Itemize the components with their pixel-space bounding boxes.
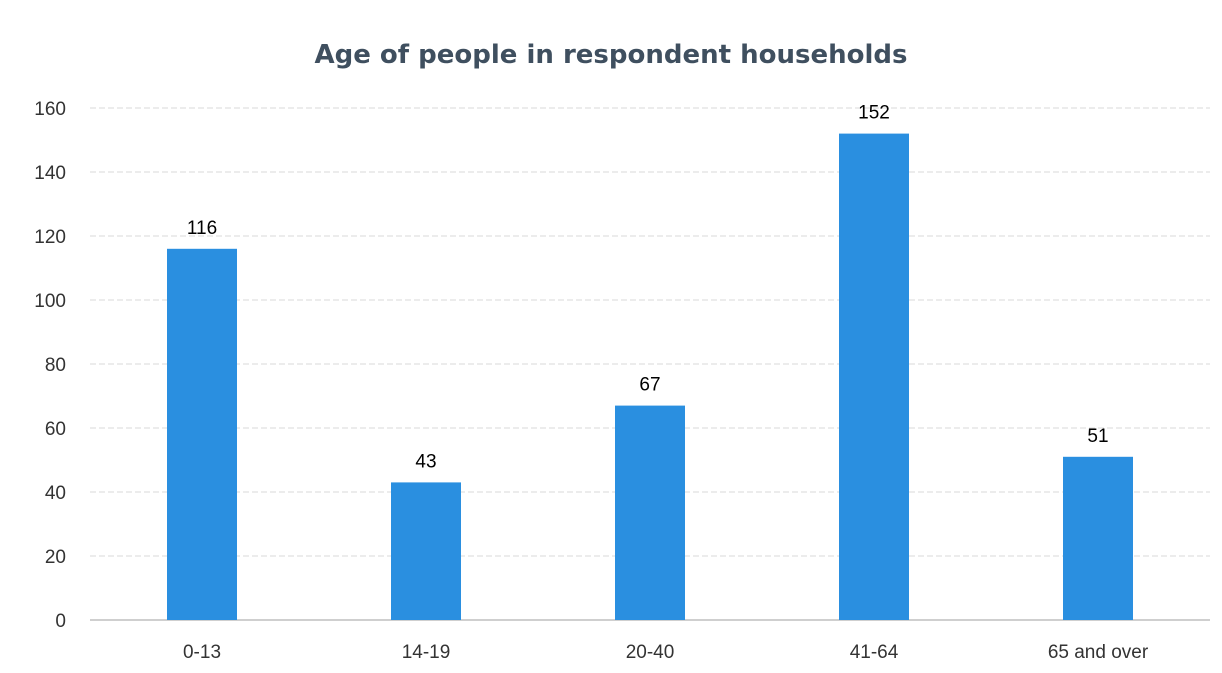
x-tick-label: 65 and over [1048,642,1149,663]
chart-title: Age of people in respondent households [314,40,908,70]
data-label: 67 [639,375,660,396]
y-tick-label: 20 [45,547,66,568]
data-label: 43 [415,451,436,472]
x-tick-label: 20-40 [626,642,675,663]
x-tick-label: 41-64 [850,642,899,663]
bar [615,405,685,620]
bar [1063,456,1133,620]
data-label: 152 [858,103,890,124]
x-tick-label: 14-19 [402,642,451,663]
bar [839,133,909,620]
data-label: 51 [1087,426,1108,447]
bar [391,482,461,620]
x-tick-label: 0-13 [183,642,221,663]
y-tick-label: 140 [34,163,66,184]
bar [167,248,237,621]
y-tick-label: 160 [34,99,66,120]
data-label: 116 [187,218,217,239]
y-tick-label: 40 [45,483,66,504]
y-tick-label: 60 [45,419,66,440]
y-tick-label: 120 [34,227,66,248]
y-tick-label: 100 [34,291,66,312]
y-tick-label: 0 [55,611,66,632]
y-tick-label: 80 [45,355,66,376]
